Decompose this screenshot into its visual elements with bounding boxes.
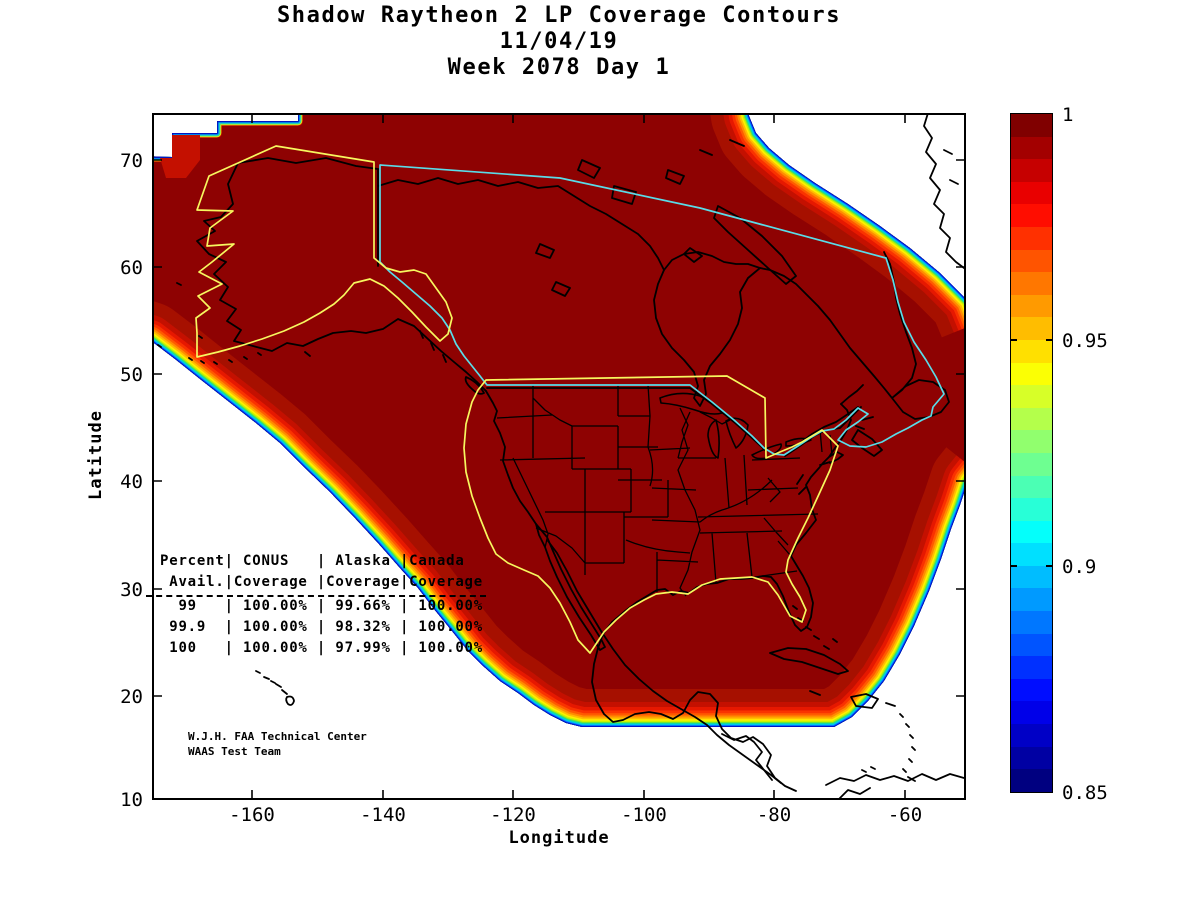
mexico-pacific-coast: [535, 523, 782, 784]
colorbar-label-085: 0.85: [1062, 782, 1108, 804]
vancouver-island: [464, 376, 485, 395]
colorbar-tick-right-09: [1046, 565, 1053, 567]
greenland-coast: [923, 113, 965, 269]
maritimes-newfoundland: [759, 251, 950, 457]
credit-line-1: W.J.H. FAA Technical Center: [188, 730, 367, 743]
table-row-100: 100 | 100.00% | 97.99% | 100.00%: [160, 640, 484, 656]
y-tick-70: 70: [120, 150, 143, 172]
fringe-patch: [160, 135, 200, 178]
title-line-3: Week 2078 Day 1: [447, 55, 671, 80]
x-axis-ticks: [251, 114, 906, 799]
alaska-coast: [196, 157, 487, 392]
chesapeake-bays: [796, 461, 831, 495]
arctic-mainland-coast: [377, 177, 665, 271]
x-tick--120: -120: [490, 804, 536, 826]
colorbar-tick-left-095: [1010, 339, 1017, 341]
table-header-row-1: Percent| CONUS | Alaska |Canada: [160, 553, 465, 569]
great-lakes: [659, 392, 812, 460]
y-tick-10: 10: [120, 789, 143, 811]
x-tick--80: -80: [756, 804, 792, 826]
colorbar-label-09: 0.9: [1062, 556, 1097, 578]
central-america-inner: [721, 733, 773, 781]
x-tick--160: -160: [229, 804, 275, 826]
coverage-map: [152, 113, 966, 800]
y-tick-30: 30: [120, 579, 143, 601]
colorbar-tick-right-095: [1046, 339, 1053, 341]
canada-service-boundary: [379, 164, 945, 456]
alaska-service-boundary: [195, 145, 453, 358]
y-tick-60: 60: [120, 257, 143, 279]
y-axis-label: Latitude: [86, 410, 106, 500]
caribbean-islands: [769, 605, 916, 782]
south-america-coast: [825, 766, 965, 800]
title-line-1: Shadow Raytheon 2 LP Coverage Contours: [276, 3, 842, 28]
plot-frame: [152, 113, 966, 800]
hawaii-islands: [255, 670, 295, 706]
y-tick-40: 40: [120, 471, 143, 493]
axis-tick-marks: [153, 114, 965, 799]
x-axis-label: Longitude: [508, 828, 610, 848]
pacific-coast: [485, 390, 537, 525]
state-borders: [496, 384, 833, 597]
colorbar-label-1: 1: [1062, 104, 1074, 126]
table-row-99: 99 | 100.00% | 99.66% | 100.00%: [160, 598, 484, 614]
x-tick--140: -140: [360, 804, 406, 826]
y-tick-50: 50: [120, 364, 143, 386]
y-tick-20: 20: [120, 686, 143, 708]
gulf-mexico-coast: [591, 610, 797, 792]
credit-line-2: WAAS Test Team: [188, 745, 281, 758]
table-header-divider: [146, 595, 486, 597]
credit-text: W.J.H. FAA Technical Center WAAS Test Te…: [188, 729, 367, 759]
table-row-999: 99.9 | 100.00% | 98.32% | 100.00%: [160, 619, 484, 635]
colorbar-tick-left-09: [1010, 565, 1017, 567]
colorbar: [1010, 113, 1053, 793]
colorbar-label-095: 0.95: [1062, 330, 1108, 352]
y-axis-ticks: [153, 159, 965, 697]
plot-title: Shadow Raytheon 2 LP Coverage Contours 1…: [152, 3, 966, 81]
x-tick--60: -60: [887, 804, 923, 826]
title-line-2: 11/04/19: [499, 29, 619, 54]
conus-service-boundary: [463, 375, 839, 654]
coverage-statistics-table: Percent| CONUS | Alaska |Canada Avail.|C…: [160, 551, 483, 659]
arctic-islands: [535, 139, 797, 297]
hudson-bay: [653, 251, 761, 407]
colorbar-gradient: [1011, 114, 1052, 792]
x-tick--100: -100: [621, 804, 667, 826]
aleutian-islands: [157, 282, 447, 365]
table-header-row-2: Avail.|Coverage |Coverage|Coverage: [160, 574, 484, 590]
